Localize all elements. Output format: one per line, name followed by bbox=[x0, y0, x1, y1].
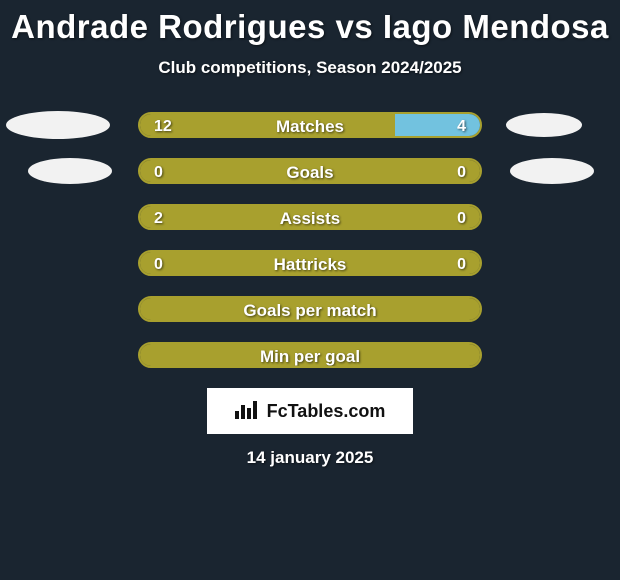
right-player-avatar bbox=[510, 158, 594, 184]
stats-container: 124Matches00Goals20Assists00HattricksGoa… bbox=[0, 112, 620, 368]
stat-row: 00Goals bbox=[0, 158, 620, 184]
snapshot-date: 14 january 2025 bbox=[0, 448, 620, 468]
stat-bar: 00Goals bbox=[138, 158, 482, 184]
source-logo: FcTables.com bbox=[207, 388, 413, 434]
stat-bar: Goals per match bbox=[138, 296, 482, 322]
stat-bar-left bbox=[140, 252, 480, 274]
stat-bar: Min per goal bbox=[138, 342, 482, 368]
stat-value-left: 2 bbox=[154, 206, 163, 230]
stat-bar-left bbox=[140, 298, 480, 320]
right-player-avatar bbox=[506, 113, 582, 137]
stat-row: Min per goal bbox=[0, 342, 620, 368]
stat-bar: 124Matches bbox=[138, 112, 482, 138]
left-player-avatar bbox=[6, 111, 110, 139]
stat-bar: 20Assists bbox=[138, 204, 482, 230]
stat-bar-left bbox=[140, 206, 480, 228]
stat-value-left: 0 bbox=[154, 252, 163, 276]
stat-bar: 00Hattricks bbox=[138, 250, 482, 276]
stat-bar-left bbox=[140, 160, 480, 182]
bars-icon bbox=[235, 399, 261, 424]
stat-value-right: 0 bbox=[457, 160, 466, 184]
stat-row: 20Assists bbox=[0, 204, 620, 230]
stat-row: 00Hattricks bbox=[0, 250, 620, 276]
comparison-subtitle: Club competitions, Season 2024/2025 bbox=[0, 58, 620, 78]
stat-value-right: 4 bbox=[457, 114, 466, 138]
stat-value-left: 12 bbox=[154, 114, 172, 138]
stat-bar-left bbox=[140, 114, 395, 136]
stat-row: 124Matches bbox=[0, 112, 620, 138]
logo-text: FcTables.com bbox=[267, 401, 386, 422]
stat-row: Goals per match bbox=[0, 296, 620, 322]
comparison-title: Andrade Rodrigues vs Iago Mendosa bbox=[0, 8, 620, 46]
stat-value-right: 0 bbox=[457, 252, 466, 276]
stat-bar-left bbox=[140, 344, 480, 366]
stat-bar-right bbox=[395, 114, 480, 136]
stat-value-right: 0 bbox=[457, 206, 466, 230]
left-player-avatar bbox=[28, 158, 112, 184]
stat-value-left: 0 bbox=[154, 160, 163, 184]
